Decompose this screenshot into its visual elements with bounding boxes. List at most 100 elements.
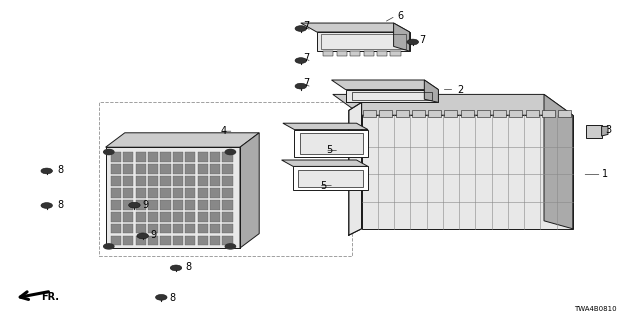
Bar: [223, 164, 233, 174]
Polygon shape: [301, 23, 410, 32]
Polygon shape: [346, 93, 368, 102]
Polygon shape: [544, 94, 573, 229]
Bar: [396, 110, 409, 117]
Bar: [185, 200, 195, 210]
Bar: [321, 34, 406, 49]
Circle shape: [225, 149, 236, 155]
Bar: [377, 51, 387, 56]
Text: 5: 5: [320, 180, 326, 191]
Bar: [111, 164, 121, 174]
Circle shape: [104, 244, 114, 249]
Text: 4: 4: [221, 126, 227, 136]
Bar: [111, 224, 121, 234]
Circle shape: [225, 244, 236, 249]
Polygon shape: [362, 115, 573, 229]
Bar: [198, 188, 208, 197]
Circle shape: [407, 39, 419, 45]
Text: 5: 5: [326, 145, 333, 156]
Polygon shape: [333, 94, 573, 115]
Text: TWA4B0810: TWA4B0810: [574, 306, 616, 312]
Bar: [185, 224, 195, 234]
Bar: [185, 188, 195, 197]
Bar: [185, 176, 195, 186]
Text: 2: 2: [458, 84, 464, 95]
Bar: [198, 152, 208, 162]
Bar: [223, 236, 233, 245]
Polygon shape: [293, 166, 368, 190]
Text: FR.: FR.: [42, 292, 60, 302]
Bar: [185, 152, 195, 162]
Bar: [99, 102, 352, 256]
Bar: [136, 236, 146, 245]
Polygon shape: [602, 126, 608, 136]
Polygon shape: [294, 130, 368, 157]
Bar: [198, 236, 208, 245]
Bar: [210, 200, 220, 210]
Bar: [542, 110, 555, 117]
Bar: [380, 110, 392, 117]
Bar: [210, 164, 220, 174]
Bar: [136, 176, 146, 186]
Bar: [210, 188, 220, 197]
Bar: [390, 51, 401, 56]
Bar: [298, 170, 363, 187]
Bar: [123, 200, 133, 210]
Bar: [161, 236, 171, 245]
Bar: [173, 188, 183, 197]
Bar: [173, 236, 183, 245]
Bar: [198, 176, 208, 186]
Bar: [477, 110, 490, 117]
Bar: [173, 164, 183, 174]
Circle shape: [41, 203, 52, 208]
Bar: [136, 188, 146, 197]
Bar: [337, 51, 347, 56]
Bar: [111, 236, 121, 245]
Bar: [223, 200, 233, 210]
Polygon shape: [240, 133, 259, 248]
Text: 7: 7: [303, 78, 309, 88]
Polygon shape: [283, 123, 368, 130]
Bar: [428, 110, 441, 117]
Bar: [173, 176, 183, 186]
Polygon shape: [346, 90, 438, 102]
Bar: [210, 212, 220, 221]
Bar: [148, 212, 158, 221]
Bar: [136, 164, 146, 174]
Text: 9: 9: [150, 230, 157, 240]
Bar: [111, 200, 121, 210]
Bar: [148, 164, 158, 174]
Text: 3: 3: [605, 124, 611, 135]
Bar: [558, 110, 571, 117]
Bar: [493, 110, 506, 117]
Bar: [161, 224, 171, 234]
Bar: [161, 188, 171, 197]
Bar: [123, 212, 133, 221]
Text: 7: 7: [303, 20, 309, 31]
Polygon shape: [394, 23, 410, 51]
Polygon shape: [106, 147, 240, 248]
Circle shape: [104, 149, 114, 155]
Bar: [173, 212, 183, 221]
Text: 8: 8: [170, 292, 176, 303]
Bar: [323, 51, 333, 56]
Bar: [161, 200, 171, 210]
Bar: [136, 152, 146, 162]
Bar: [111, 176, 121, 186]
Bar: [185, 236, 195, 245]
Bar: [136, 200, 146, 210]
Circle shape: [295, 83, 307, 89]
Bar: [364, 51, 374, 56]
Bar: [123, 236, 133, 245]
Bar: [148, 152, 158, 162]
Bar: [350, 51, 360, 56]
Text: 9: 9: [143, 200, 149, 210]
Circle shape: [41, 168, 52, 174]
Text: 7: 7: [303, 52, 309, 63]
Polygon shape: [424, 80, 438, 102]
Bar: [123, 164, 133, 174]
Bar: [223, 188, 233, 197]
Polygon shape: [586, 125, 602, 138]
Bar: [364, 110, 376, 117]
Polygon shape: [106, 133, 259, 147]
Polygon shape: [349, 102, 362, 235]
